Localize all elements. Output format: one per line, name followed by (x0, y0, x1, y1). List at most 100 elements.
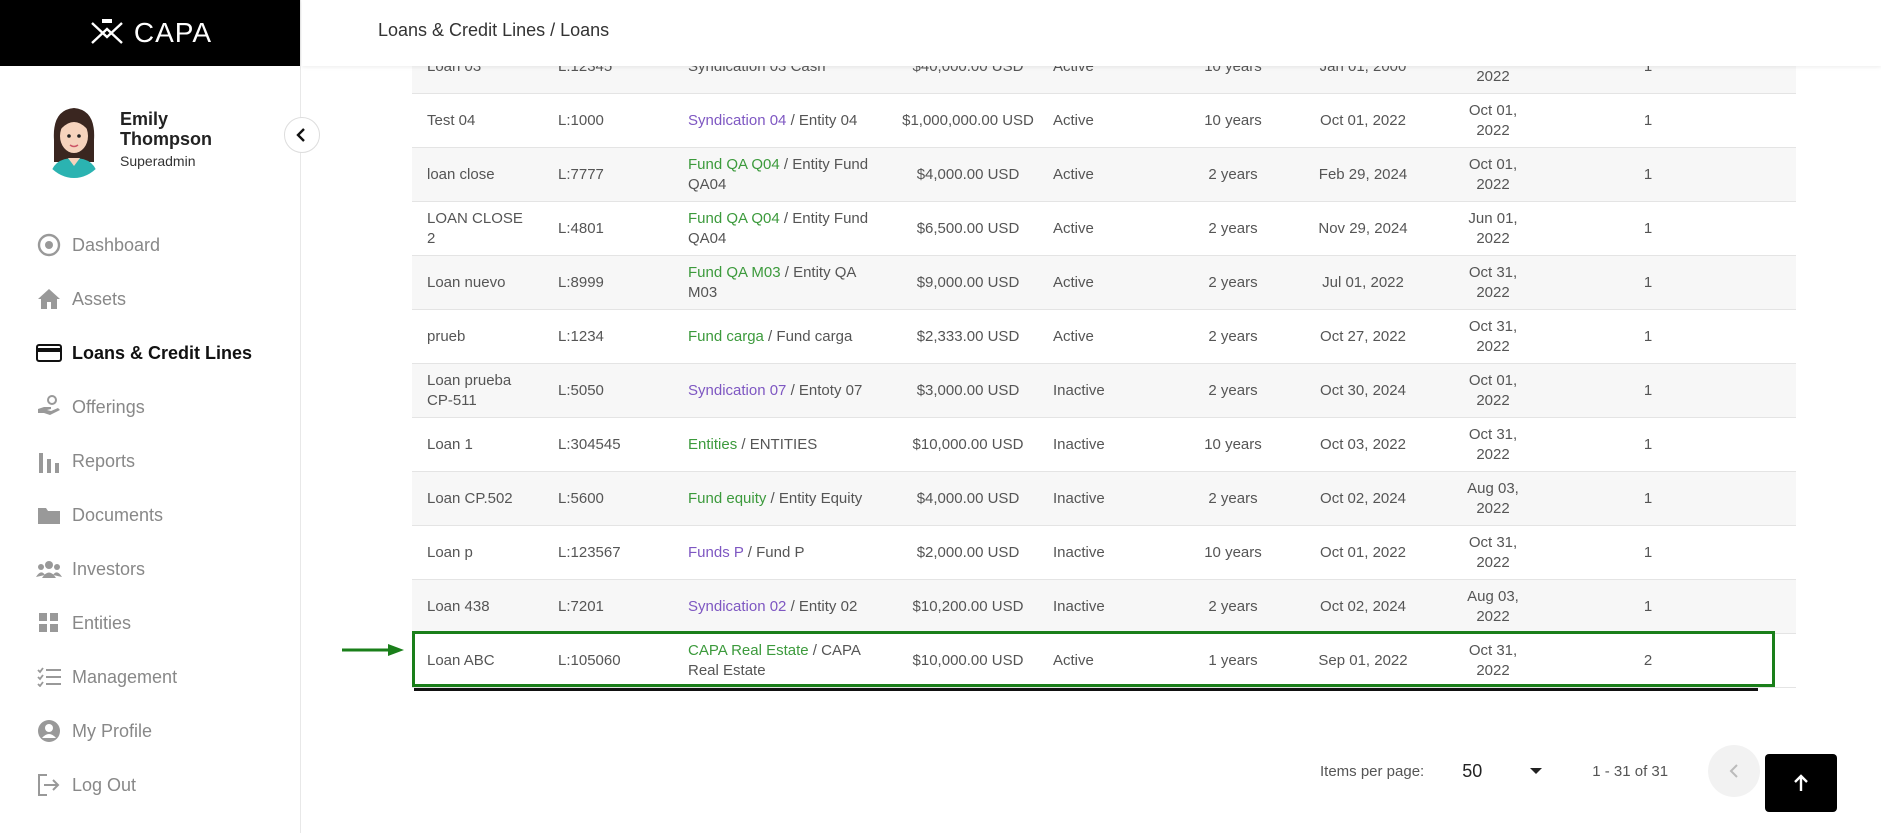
sidebar-item-offerings[interactable]: Offerings (36, 380, 252, 434)
logo-bar[interactable]: CAPA (0, 0, 300, 66)
items-per-page-select[interactable]: 50 (1462, 761, 1543, 782)
syndication-link[interactable]: Fund QA Q04 (688, 155, 780, 173)
syndication-link[interactable]: Entities (688, 435, 738, 453)
entity-name: Entity 04 (798, 111, 858, 129)
syndication-link[interactable]: Funds P (688, 543, 744, 561)
sidebar-item-assets[interactable]: Assets (36, 272, 252, 326)
sidebar-item-entities[interactable]: Entities (36, 596, 252, 650)
sidebar-item-management[interactable]: Management (36, 650, 252, 704)
table-row[interactable]: Loan nuevo L:8999 Fund QA M03 / Entity QA … (412, 256, 1796, 310)
loan-term: 10 years (1204, 111, 1262, 129)
syndication-link[interactable]: Fund QA Q04 (688, 209, 780, 227)
sidebar-item-log-out[interactable]: Log Out (36, 758, 252, 812)
item-count: 1 (1643, 165, 1653, 183)
previous-page-button[interactable] (1708, 745, 1761, 797)
loan-name: Loan ABC (427, 651, 495, 669)
user-circle-icon (36, 719, 62, 743)
start-date: Feb 29, 2024 (1318, 165, 1408, 183)
sidebar-item-dashboard[interactable]: Dashboard (36, 218, 252, 272)
table-row[interactable]: Test 04 L:1000 Syndication 04 / Entity 04 $… (412, 94, 1796, 148)
loan-status: Active (1053, 111, 1094, 129)
loan-term: 1 years (1208, 651, 1258, 669)
separator: / (779, 209, 793, 227)
loan-amount: $2,333.00 USD (916, 327, 1020, 345)
user-role: Superadmin (120, 153, 196, 169)
loan-amount: $10,000.00 USD (912, 651, 1024, 669)
sidebar-item-label: Assets (72, 288, 127, 309)
sidebar-item-loans[interactable]: Loans & Credit Lines (36, 326, 252, 380)
end-date: Jun 01, 2022 (1468, 209, 1518, 247)
table-row[interactable]: loan close L:7777 Fund QA Q04 / Entity Fun… (412, 148, 1796, 202)
loan-status: Active (1053, 327, 1094, 345)
avatar[interactable] (40, 100, 108, 178)
start-date: Oct 01, 2022 (1320, 543, 1406, 561)
loan-status: Inactive (1053, 435, 1105, 453)
sidebar-nav: Dashboard Assets Loans & Credit Lines Of… (36, 218, 252, 812)
end-date: Oct 31, 2022 (1468, 533, 1518, 571)
loan-term: 2 years (1208, 165, 1258, 183)
sidebar-item-label: Entities (72, 612, 132, 633)
loan-name: prueb (427, 327, 466, 345)
syndication-link[interactable]: Syndication 02 (688, 597, 787, 615)
loan-term: 2 years (1208, 273, 1258, 291)
sidebar-item-documents[interactable]: Documents (36, 488, 252, 542)
loan-code: L:8999 (558, 273, 604, 291)
separator: / (743, 543, 757, 561)
syndication-link[interactable]: Fund equity (688, 489, 767, 507)
item-count: 1 (1643, 489, 1653, 507)
loan-code: L:5050 (558, 381, 604, 399)
bar-chart-icon (36, 449, 62, 473)
syndication-link[interactable]: Syndication 04 (688, 111, 787, 129)
sidebar-item-label: Dashboard (72, 234, 161, 255)
home-icon (36, 287, 62, 311)
item-count: 1 (1643, 219, 1653, 237)
loan-status: Active (1053, 273, 1094, 291)
collapse-sidebar-button[interactable] (284, 117, 320, 153)
user-last-name: Thompson (120, 129, 212, 149)
loan-code: L:7201 (558, 597, 604, 615)
separator: / (779, 155, 793, 173)
loan-term: 10 years (1204, 435, 1262, 453)
table-row[interactable]: Loan p L:123567 Funds P / Fund P $2,000.00 … (412, 526, 1796, 580)
start-date: Oct 02, 2024 (1320, 489, 1406, 507)
sidebar-item-label: My Profile (72, 720, 153, 741)
table-row[interactable]: Loan 438 L:7201 Syndication 02 / Entity 02… (412, 580, 1796, 634)
sidebar-item-label: Investors (72, 558, 146, 579)
sidebar-item-label: Documents (72, 504, 164, 525)
item-count: 1 (1643, 543, 1653, 561)
syndication-cell: Syndication 04 / Entity 04 (673, 111, 898, 131)
loan-term: 2 years (1208, 597, 1258, 615)
scroll-to-top-button[interactable] (1765, 754, 1837, 812)
start-date: Jul 01, 2022 (1322, 273, 1404, 291)
table-row[interactable]: Loan CP.502 L:5600 Fund equity / Entity Eq… (412, 472, 1796, 526)
table-row[interactable]: prueb L:1234 Fund carga / Fund carga $2,333… (412, 310, 1796, 364)
item-count: 1 (1643, 273, 1653, 291)
loan-amount: $4,000.00 USD (916, 489, 1020, 507)
start-date: Oct 02, 2024 (1320, 597, 1406, 615)
users-icon (36, 557, 62, 581)
breadcrumb: Loans & Credit Lines / Loans (378, 20, 610, 40)
syndication-cell: Syndication 02 / Entity 02 (673, 597, 898, 617)
loan-code: L:105060 (558, 651, 621, 669)
loan-term: 10 years (1204, 543, 1262, 561)
entity-name: Entity 02 (798, 597, 858, 615)
syndication-link[interactable]: Syndication 07 (688, 381, 787, 399)
syndication-link[interactable]: Fund QA M03 (688, 263, 781, 281)
sidebar-item-investors[interactable]: Investors (36, 542, 252, 596)
table-row[interactable]: LOAN CLOSE 2 L:4801 Fund QA Q04 / Entity F… (412, 202, 1796, 256)
sidebar-item-my-profile[interactable]: My Profile (36, 704, 252, 758)
table-row[interactable]: Loan ABC L:105060 CAPA Real Estate / CAPA … (412, 634, 1796, 688)
end-date: Oct 31, 2022 (1468, 641, 1518, 679)
start-date: Sep 01, 2022 (1318, 651, 1408, 669)
end-date: Oct 01, 2022 (1468, 155, 1518, 193)
sidebar-item-reports[interactable]: Reports (36, 434, 252, 488)
table-row[interactable]: Loan 1 L:304545 Entities / ENTITIES $10,000… (412, 418, 1796, 472)
syndication-link[interactable]: Fund carga (688, 327, 764, 345)
chevron-left-icon (1729, 764, 1738, 778)
separator: / (763, 327, 777, 345)
start-date: Oct 03, 2022 (1320, 435, 1406, 453)
folder-icon (36, 503, 62, 527)
table-row[interactable]: Loan prueba CP-511 L:5050 Syndication 07 /… (412, 364, 1796, 418)
syndication-link[interactable]: CAPA Real Estate (688, 641, 809, 659)
end-date: Aug 03, 2022 (1467, 587, 1519, 625)
